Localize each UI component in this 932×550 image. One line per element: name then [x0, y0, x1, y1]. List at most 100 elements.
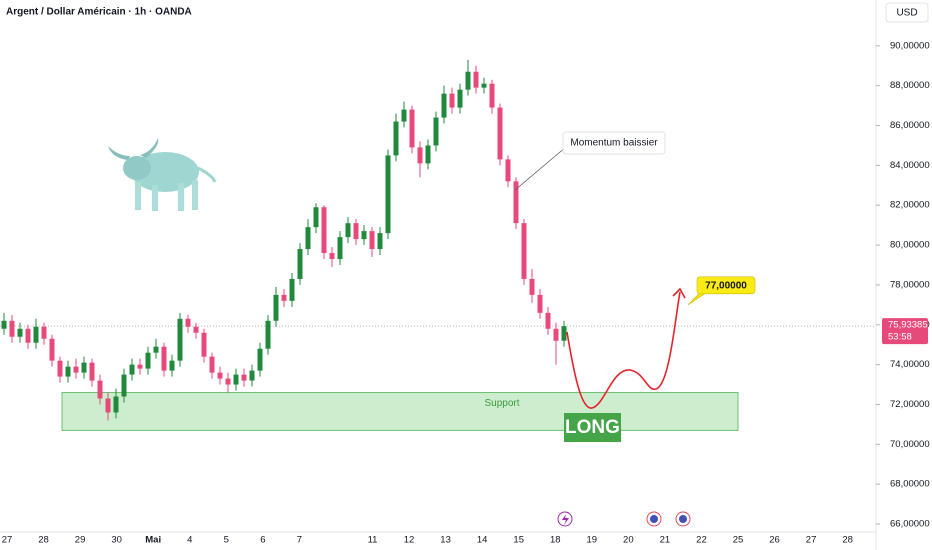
- candle-body: [281, 294, 287, 301]
- target-box: [696, 276, 756, 295]
- callout-text: Momentum baissier: [570, 138, 658, 149]
- candle-body: [137, 364, 143, 369]
- candle-body: [313, 207, 319, 228]
- candle-body: [537, 294, 543, 313]
- callout-line: [514, 146, 567, 191]
- x-tick-label: 27: [2, 535, 13, 546]
- x-tick-label: 20: [623, 535, 634, 546]
- candle-body: [217, 372, 223, 379]
- currency-label[interactable]: USD: [896, 8, 917, 19]
- candle-body: [9, 320, 15, 337]
- y-tick-label: 70,00000: [890, 439, 930, 450]
- last-price-tag: [882, 318, 928, 345]
- candle-body: [521, 223, 527, 279]
- y-tick-label: 84,00000: [890, 160, 930, 171]
- candle-body: [457, 89, 463, 108]
- currency-button[interactable]: [885, 2, 929, 23]
- candle-body: [473, 71, 479, 88]
- x-tick-label: 5: [224, 535, 229, 546]
- candle-body: [185, 318, 191, 327]
- candle-body: [441, 93, 447, 118]
- candle-body: [25, 328, 31, 343]
- candle-body: [153, 346, 159, 353]
- signal-box: [564, 413, 621, 442]
- candle-body: [257, 348, 263, 371]
- x-tick-label: 28: [842, 535, 853, 546]
- candle-body: [265, 320, 271, 349]
- x-tick-label: 15: [513, 535, 524, 546]
- y-tick-label: 88,00000: [890, 80, 930, 91]
- candle-body: [145, 352, 151, 369]
- candle-body: [161, 346, 167, 371]
- x-tick-label: 22: [696, 535, 707, 546]
- candle-body: [225, 378, 231, 385]
- signal-label: LONG: [565, 417, 620, 438]
- x-tick-label: 13: [440, 535, 451, 546]
- projection-curve: [566, 291, 681, 409]
- candle-body: [209, 356, 215, 373]
- x-tick-label: 21: [660, 535, 671, 546]
- candle-body: [449, 93, 455, 108]
- callout-box: [562, 131, 666, 155]
- candle-body: [433, 117, 439, 146]
- candle-body: [89, 362, 95, 381]
- x-tick-label: 19: [587, 535, 598, 546]
- candle-body: [481, 83, 487, 88]
- event-icon-glyph: [562, 514, 569, 525]
- x-tick-label: 30: [111, 535, 122, 546]
- candle-body: [297, 249, 303, 279]
- y-tick-label: 74,00000: [890, 359, 930, 370]
- x-tick-label: 11: [368, 535, 378, 546]
- target-label: 77,00000: [705, 280, 747, 291]
- candle-body: [201, 332, 207, 357]
- candle-body: [513, 181, 519, 224]
- candle-body: [553, 328, 559, 341]
- candle-body: [97, 380, 103, 399]
- candle-body: [1, 320, 7, 329]
- candle-body: [561, 326, 567, 341]
- candle-body: [113, 396, 119, 413]
- candle-body: [233, 374, 239, 385]
- x-tick-label: 27: [806, 535, 817, 546]
- x-tick-label: 25: [733, 535, 744, 546]
- candle-body: [289, 278, 295, 301]
- candle-body: [73, 366, 79, 373]
- y-tick-label: 68,00000: [890, 479, 930, 490]
- chart-title: Argent / Dollar Américain · 1h · OANDA: [6, 7, 192, 18]
- x-tick-label: 14: [477, 535, 488, 546]
- x-tick-label: 6: [260, 535, 265, 546]
- candle-body: [57, 360, 63, 377]
- x-tick-label: 28: [38, 535, 49, 546]
- candle-body: [385, 155, 391, 234]
- candle-body: [361, 231, 367, 240]
- candle-body: [369, 231, 375, 250]
- x-tick-label: Mai: [145, 535, 161, 546]
- y-tick-label: 86,00000: [890, 120, 930, 131]
- candle-body: [409, 109, 415, 148]
- countdown-label: 53:58: [888, 332, 912, 343]
- event-icon-glyph: [679, 515, 687, 523]
- y-tick-label: 80,00000: [890, 240, 930, 251]
- candle-body: [193, 326, 199, 333]
- candle-body: [465, 71, 471, 90]
- candle-body: [129, 364, 135, 375]
- candle-body: [353, 223, 359, 240]
- candle-body: [377, 233, 383, 250]
- y-tick-label: 78,00000: [890, 279, 930, 290]
- candle-body: [329, 253, 335, 260]
- candle-body: [337, 237, 343, 260]
- candle-body: [305, 227, 311, 250]
- candle-body: [401, 109, 407, 122]
- candle-body: [425, 145, 431, 164]
- y-tick-label: 72,00000: [890, 399, 930, 410]
- support-zone: [61, 392, 739, 431]
- candle-body: [105, 398, 111, 413]
- event-icons: [557, 511, 691, 527]
- candle-body: [321, 207, 327, 254]
- last-price-label: 75,93385: [888, 320, 928, 331]
- candle-body: [49, 338, 55, 361]
- x-tick-label: 29: [75, 535, 86, 546]
